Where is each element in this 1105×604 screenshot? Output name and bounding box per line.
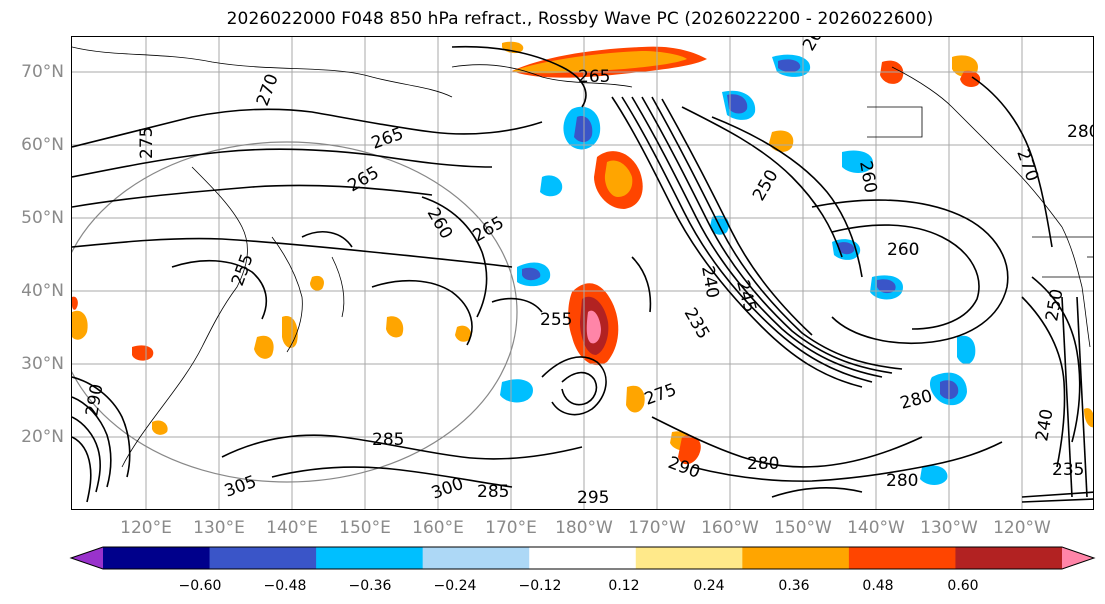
contour-label: 280	[1067, 122, 1094, 142]
colorbar-segment	[103, 547, 211, 569]
contour-label: 275	[137, 127, 157, 159]
contour-label: 285	[372, 430, 404, 450]
lon-label-120e: 120°E	[120, 518, 172, 538]
lat-label-30n: 30°N	[21, 354, 64, 374]
contour-label: 280	[886, 471, 918, 491]
lat-label-70n: 70°N	[21, 62, 64, 82]
map-panel: 265 270 275 265 265 260 265 260 250 255 …	[71, 36, 1094, 510]
contour-label: 275	[642, 380, 679, 410]
colorbar-tick-label: 0.48	[862, 578, 894, 594]
contour-label: 255	[228, 251, 258, 288]
lat-label-40n: 40°N	[21, 281, 64, 301]
lon-label-120w: 120°W	[993, 518, 1051, 538]
colorbar-segment	[742, 547, 850, 569]
colorbar-tick-label: −0.60	[178, 578, 222, 594]
contour-label: 265	[345, 163, 383, 197]
contour-label: 280	[747, 454, 779, 474]
colorbar-segment	[848, 547, 956, 569]
colorbar	[69, 546, 1096, 570]
contour-label: 255	[540, 310, 572, 330]
refractivity-contours	[72, 45, 1093, 503]
map-plot: 265 270 275 265 265 260 265 260 250 255 …	[72, 37, 1094, 509]
contour-label: 260	[887, 240, 919, 260]
colorbar-outline	[69, 546, 1096, 570]
lon-label-170e: 170°E	[485, 518, 537, 538]
colorbar-tick-label: 0.60	[947, 578, 979, 594]
colorbar-extend-low	[71, 547, 103, 569]
graticule	[72, 37, 1093, 509]
contour-label: 270	[1012, 147, 1042, 184]
contour-label: 235	[680, 305, 714, 343]
lon-label-160e: 160°E	[412, 518, 464, 538]
colorbar-segment	[635, 547, 743, 569]
colorbar-segment	[955, 547, 1063, 569]
lon-label-150e: 150°E	[339, 518, 391, 538]
contour-label: 235	[1052, 460, 1084, 480]
colorbar-tick-label: 0.12	[608, 578, 640, 594]
lon-label-150w: 150°W	[774, 518, 832, 538]
colorbar-tick-label: 0.36	[778, 578, 810, 594]
lon-label-180w: 180°W	[555, 518, 613, 538]
colorbar-tick-label: −0.12	[518, 578, 562, 594]
contour-label: 270	[253, 71, 283, 108]
contour-label: 240	[697, 264, 722, 299]
lat-label-20n: 20°N	[21, 427, 64, 447]
colorbar-segment	[209, 547, 317, 569]
colorbar-segment	[529, 547, 637, 569]
lon-label-140e: 140°E	[266, 518, 318, 538]
colorbar-segment	[316, 547, 424, 569]
contour-label: 285	[477, 482, 509, 502]
contour-label: 280	[898, 386, 935, 414]
colorbar-segment	[422, 547, 530, 569]
colorbar-tick-label: −0.36	[348, 578, 392, 594]
colorbar-tick-label: −0.24	[433, 578, 477, 594]
great-circle-outline	[72, 141, 518, 483]
lat-label-50n: 50°N	[21, 208, 64, 228]
contour-label: 295	[577, 488, 609, 508]
contour-label: 240	[1032, 407, 1057, 442]
lon-label-130e: 130°E	[193, 518, 245, 538]
colorbar-extend-high	[1062, 547, 1094, 569]
lon-label-140w: 140°W	[847, 518, 905, 538]
lon-label-160w: 160°W	[701, 518, 759, 538]
colorbar-tick-label: 0.24	[693, 578, 725, 594]
contour-label: 265	[369, 124, 406, 154]
contour-label: 260	[855, 159, 880, 194]
lat-label-60n: 60°N	[21, 135, 64, 155]
coastlines	[72, 46, 1093, 468]
contour-label: 290	[82, 382, 107, 417]
lon-label-170w: 170°W	[628, 518, 686, 538]
contour-label: 260	[423, 205, 457, 243]
contour-label: 300	[429, 474, 466, 504]
colorbar-segments	[69, 546, 1096, 570]
colorbar-tick-label: −0.48	[263, 578, 307, 594]
contour-label: 260	[799, 37, 833, 55]
lon-label-130w: 130°W	[920, 518, 978, 538]
contour-label: 265	[578, 67, 610, 87]
map-title: 2026022000 F048 850 hPa refract., Rossby…	[226, 9, 934, 29]
anomaly-shading	[72, 41, 1093, 485]
contour-label: 250	[749, 166, 783, 204]
